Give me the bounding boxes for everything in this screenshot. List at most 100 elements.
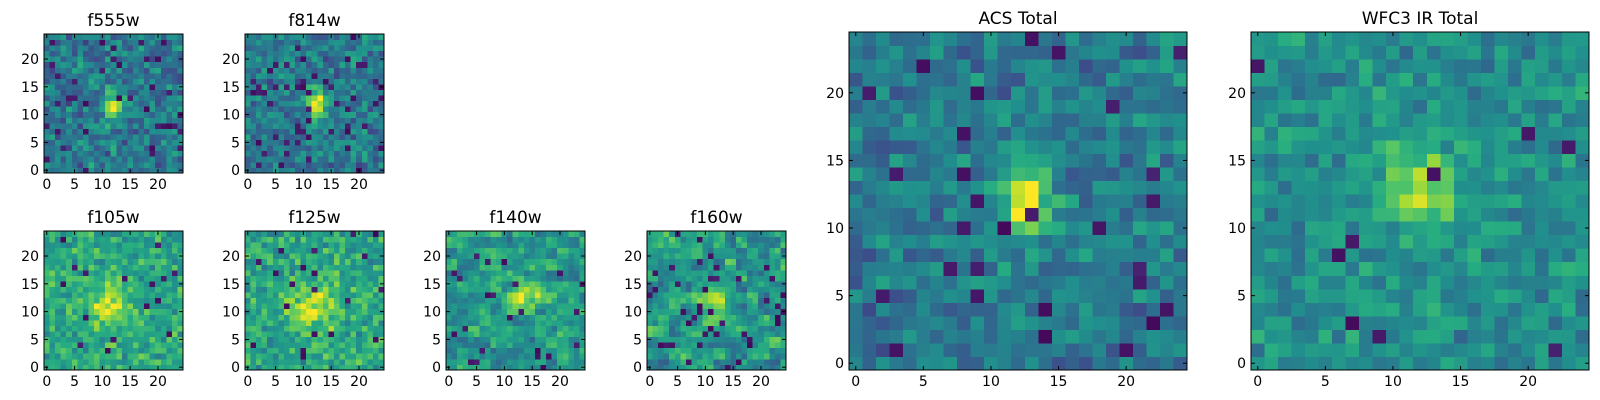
- heatmap-cell: [166, 353, 173, 360]
- heatmap-cell: [171, 161, 178, 168]
- heatmap-cell: [261, 286, 268, 293]
- heatmap-cell: [160, 331, 167, 338]
- heatmap-cell: [88, 264, 95, 271]
- heatmap-cell: [507, 336, 514, 343]
- heatmap-cell: [658, 269, 665, 276]
- heatmap-cell: [77, 364, 84, 371]
- heatmap-cell: [66, 364, 73, 371]
- heatmap-cell: [758, 347, 765, 354]
- heatmap-cell: [250, 325, 257, 332]
- y-tick-label: 0: [835, 356, 844, 372]
- heatmap-cell: [1480, 329, 1495, 344]
- heatmap-cell: [1092, 45, 1107, 60]
- heatmap-cell: [557, 347, 564, 354]
- heatmap-cell: [457, 297, 464, 304]
- heatmap-cell: [138, 61, 145, 68]
- heatmap-cell: [261, 347, 268, 354]
- heatmap-cell: [568, 353, 575, 360]
- heatmap-cell: [60, 342, 67, 349]
- heatmap-cell: [322, 72, 329, 79]
- heatmap-cell: [702, 242, 709, 249]
- heatmap-cell: [345, 100, 352, 107]
- heatmap-cell: [138, 117, 145, 124]
- heatmap-cell: [132, 358, 139, 365]
- heatmap-cell: [245, 122, 251, 129]
- heatmap-cell: [245, 117, 251, 124]
- heatmap-cell: [283, 292, 290, 299]
- heatmap-cell: [311, 45, 318, 52]
- heatmap-cell: [295, 106, 301, 113]
- heatmap-cell: [160, 258, 167, 265]
- heatmap-cell: [138, 161, 145, 168]
- heatmap-cell: [862, 207, 877, 222]
- heatmap-cell: [77, 161, 84, 168]
- heatmap-cell: [345, 253, 352, 260]
- heatmap-cell: [350, 122, 357, 129]
- heatmap-cell: [484, 242, 491, 249]
- heatmap-cell: [1278, 167, 1292, 182]
- heatmap-cell: [1494, 221, 1509, 236]
- heatmap-cell: [71, 45, 78, 52]
- heatmap-cell: [943, 126, 958, 141]
- heatmap-cell: [60, 336, 67, 343]
- heatmap-cell: [446, 353, 452, 360]
- heatmap-cell: [551, 336, 558, 343]
- heatmap-cell: [88, 303, 95, 310]
- heatmap-cell: [132, 167, 139, 174]
- heatmap-cell: [127, 275, 134, 282]
- heatmap-cell: [685, 342, 692, 349]
- heatmap-cell: [155, 117, 162, 124]
- heatmap-cell: [127, 319, 134, 326]
- heatmap-cell: [99, 292, 106, 299]
- heatmap-cell: [1318, 194, 1333, 209]
- heatmap-cell: [691, 281, 698, 287]
- heatmap-cell: [278, 303, 285, 310]
- heatmap-cell: [82, 358, 89, 365]
- heatmap-cell: [339, 264, 346, 271]
- heatmap-cell: [300, 50, 307, 57]
- heatmap-cell: [903, 113, 917, 128]
- heatmap-cell: [943, 234, 958, 249]
- heatmap-cell: [557, 258, 564, 265]
- heatmap-cell: [132, 161, 139, 168]
- heatmap-cell: [71, 314, 78, 321]
- heatmap-cell: [663, 325, 670, 332]
- heatmap-cell: [256, 72, 263, 79]
- heatmap-cell: [339, 45, 346, 52]
- heatmap-cell: [132, 308, 139, 315]
- heatmap-cell: [1521, 288, 1536, 303]
- heatmap-cell: [60, 231, 67, 237]
- heatmap-cell: [261, 78, 268, 85]
- heatmap-cell: [1011, 221, 1026, 236]
- heatmap-cell: [77, 269, 84, 276]
- heatmap-cell: [333, 347, 340, 354]
- heatmap-cell: [752, 314, 759, 321]
- heatmap-cell: [77, 258, 84, 265]
- heatmap-cell: [250, 89, 257, 96]
- heatmap-cell: [155, 308, 162, 315]
- heatmap-cell: [1467, 248, 1482, 263]
- heatmap-cell: [261, 303, 268, 310]
- heatmap-cell: [1318, 221, 1333, 236]
- heatmap-cell: [138, 325, 145, 332]
- heatmap-cell: [116, 156, 123, 163]
- heatmap-cell: [468, 269, 475, 276]
- heatmap-cell: [245, 314, 251, 321]
- heatmap-cell: [903, 153, 917, 168]
- heatmap-cell: [328, 236, 335, 243]
- heatmap-cell: [378, 134, 385, 141]
- heatmap-cell: [957, 275, 972, 290]
- heatmap-cell: [350, 167, 357, 174]
- heatmap-cell: [557, 264, 564, 271]
- heatmap-cell: [66, 358, 73, 365]
- heatmap-cells: [245, 34, 385, 174]
- heatmap-cell: [77, 61, 84, 68]
- heatmap-cell: [446, 264, 452, 271]
- heatmap-cell: [551, 286, 558, 293]
- heatmap-cell: [1575, 207, 1590, 222]
- heatmap-cell: [333, 319, 340, 326]
- heatmap-cell: [1399, 207, 1414, 222]
- heatmap-cell: [256, 325, 263, 332]
- heatmap-cell: [1051, 234, 1066, 249]
